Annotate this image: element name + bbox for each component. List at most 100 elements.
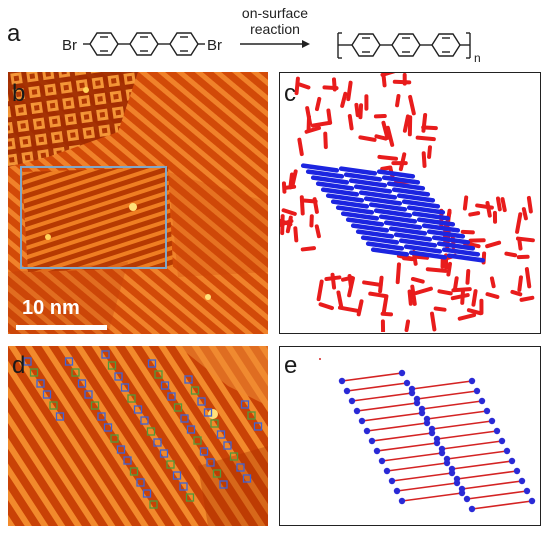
molecule-marker — [179, 482, 188, 491]
lattice-atom — [448, 469, 456, 477]
lattice-atom — [353, 407, 361, 415]
molecule-rod — [365, 241, 405, 251]
molecule-rod — [410, 284, 417, 306]
lattice-atom — [473, 387, 481, 395]
molecule-marker — [23, 357, 32, 366]
molecule-rod — [457, 313, 477, 321]
molecule-rod — [305, 106, 313, 126]
molecule-marker — [190, 386, 200, 395]
molecule-marker — [64, 357, 74, 366]
molecule-rod — [519, 295, 535, 302]
lattice-atom — [403, 379, 411, 387]
lattice-atom — [458, 489, 466, 497]
molecule-rod — [310, 175, 350, 185]
molecule-rod — [314, 224, 321, 239]
molecule-rod — [345, 217, 385, 227]
molecule-marker — [123, 456, 132, 465]
lattice-atom — [478, 397, 486, 405]
molecule-rod — [280, 218, 293, 227]
lattice-atom — [513, 467, 521, 475]
molecule-rod — [340, 211, 380, 221]
molecule-rod — [331, 77, 337, 92]
molecule-rod — [324, 275, 342, 281]
molecule-rod — [383, 220, 423, 230]
molecule-marker — [247, 411, 256, 420]
lattice-atom — [493, 427, 501, 435]
molecule-marker — [240, 400, 250, 409]
molecule-rod — [362, 280, 383, 287]
lattice-atom — [363, 427, 371, 435]
molecule-marker — [77, 379, 87, 388]
molecule-marker — [173, 403, 183, 412]
molecule-rod — [300, 246, 316, 252]
molecule-rod — [429, 311, 437, 332]
bromine-left-label: Br — [62, 37, 77, 54]
molecule-rod — [391, 187, 431, 197]
molecule-rod — [380, 311, 394, 317]
molecule-rod — [408, 250, 448, 260]
molecule-rod — [524, 267, 532, 289]
molecule-rod — [517, 238, 523, 251]
molecule-rod — [358, 135, 377, 142]
molecule-rod — [421, 223, 461, 233]
molecule-rod — [465, 269, 471, 285]
molecule-marker — [36, 379, 45, 388]
lattice-bond — [426, 410, 488, 420]
lattice-bond — [466, 490, 528, 500]
lattice-atom — [373, 447, 381, 455]
lattice-atom — [343, 387, 351, 395]
molecule-marker — [242, 474, 252, 483]
lattice-atom — [398, 369, 406, 377]
lattice-atom — [398, 497, 406, 505]
molecule-rod — [301, 198, 318, 204]
lattice-atom — [468, 505, 476, 513]
molecule-rod — [386, 181, 426, 191]
lattice-atom — [423, 419, 431, 427]
lattice-bond — [441, 440, 503, 450]
molecule-marker — [180, 414, 189, 423]
lattice-bond — [386, 462, 448, 472]
molecule-rod — [305, 169, 345, 179]
molecule-marker — [136, 478, 145, 487]
molecule-rod — [396, 193, 436, 203]
molecule-marker — [185, 493, 195, 502]
molecule-marker — [167, 392, 176, 401]
poly-para-phenylene-product — [337, 32, 471, 59]
molecule-marker — [97, 412, 106, 421]
molecule-marker — [223, 441, 232, 450]
molecule-rod — [381, 75, 387, 88]
molecule-marker — [42, 390, 52, 399]
molecule-rod — [358, 190, 398, 200]
molecule-marker — [153, 438, 162, 447]
lattice-bond — [451, 460, 513, 470]
molecule-marker — [216, 430, 226, 439]
lattice-bond — [376, 442, 438, 452]
molecule-marker — [71, 368, 80, 377]
molecule-marker — [133, 405, 143, 414]
molecule-rod — [407, 289, 413, 306]
lattice-bond — [381, 452, 443, 462]
lattice-bond — [371, 432, 433, 442]
lattice-panel-e — [279, 346, 541, 526]
molecule-marker — [120, 383, 130, 392]
molecule-rod — [398, 238, 438, 248]
stm-image-d — [8, 346, 268, 526]
molecule-marker — [159, 449, 169, 458]
lattice-atom — [338, 377, 346, 385]
molecule-rod — [356, 299, 364, 317]
molecule-rod — [377, 154, 399, 161]
molecule-rod — [353, 184, 393, 194]
molecule-rod — [343, 172, 383, 182]
molecule-rod — [475, 203, 494, 210]
reaction-scheme: Br Br on-surface reaction n — [62, 5, 481, 65]
molecule-rod — [452, 276, 459, 292]
molecule-marker — [114, 372, 123, 381]
scale-bar-label: 10 nm — [22, 297, 80, 319]
molecule-rod — [395, 262, 401, 285]
molecule-rod — [358, 103, 364, 120]
molecule-rod — [300, 163, 340, 173]
scale-bar — [16, 325, 107, 330]
lattice-bond — [421, 400, 483, 410]
reaction-arrow-head — [302, 40, 310, 48]
panel-label-a: a — [7, 20, 21, 47]
